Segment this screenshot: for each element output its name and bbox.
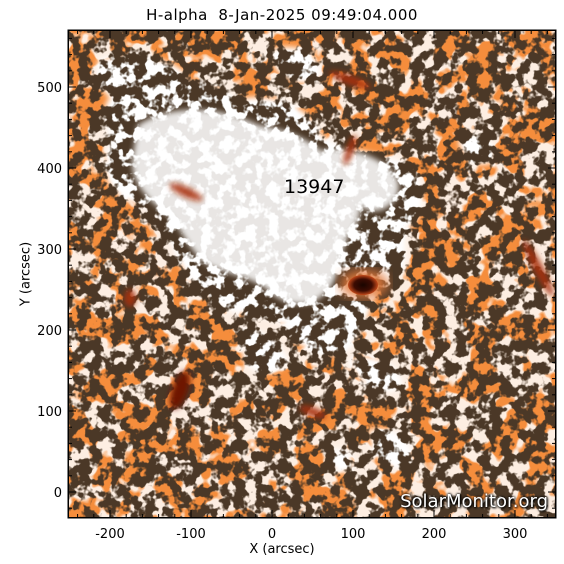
- y-tick-label: 300: [37, 243, 62, 258]
- x-tick-label: 200: [422, 527, 447, 542]
- y-axis-label: Y (arcsec): [18, 241, 34, 307]
- y-tick-label: 200: [37, 324, 62, 339]
- halpha-image: [68, 30, 556, 518]
- x-tick-label: 300: [503, 527, 528, 542]
- x-tick-label: 100: [341, 527, 366, 542]
- solarmonitor-watermark: SolarMonitor.org: [400, 491, 548, 512]
- x-axis-label: X (arcsec): [249, 542, 315, 557]
- x-tick-label: -100: [176, 527, 206, 542]
- active-region-label: 13947: [284, 176, 345, 198]
- image-title: H-alpha 8-Jan-2025 09:49:04.000: [146, 6, 418, 24]
- y-tick-label: 400: [37, 162, 62, 177]
- y-tick-label: 500: [37, 81, 62, 96]
- y-tick-labels: 0 100 200 300 400 500: [37, 81, 62, 501]
- y-tick-label: 0: [54, 486, 62, 501]
- x-tick-labels: -200 -100 0 100 200 300: [95, 527, 527, 542]
- halpha-image-svg: [68, 30, 556, 518]
- y-tick-label: 100: [37, 405, 62, 420]
- x-tick-label: -200: [95, 527, 125, 542]
- x-tick-label: 0: [268, 527, 276, 542]
- sunspot: [340, 270, 388, 298]
